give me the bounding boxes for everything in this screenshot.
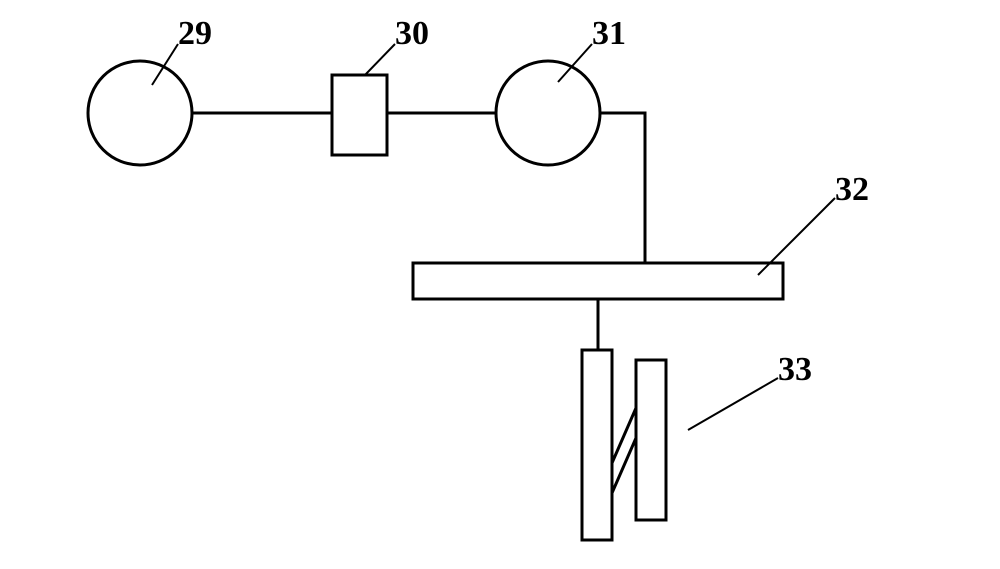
connector-n31-n32	[600, 113, 645, 263]
callout-l29: 29	[178, 15, 212, 52]
callout-l31: 31	[592, 15, 626, 52]
node-n30	[332, 75, 387, 155]
callout-l33: 33	[778, 351, 812, 388]
leader-l32	[758, 198, 835, 275]
node-n33-left	[582, 350, 612, 540]
callout-l32: 32	[835, 171, 869, 208]
node-n32	[413, 263, 783, 299]
callout-l30: 30	[395, 15, 429, 52]
node-n33-right	[636, 360, 666, 520]
node-n33-branch	[612, 408, 636, 493]
leader-l30	[365, 44, 395, 75]
leader-l33	[688, 378, 778, 430]
node-n31	[496, 61, 600, 165]
node-n29	[88, 61, 192, 165]
